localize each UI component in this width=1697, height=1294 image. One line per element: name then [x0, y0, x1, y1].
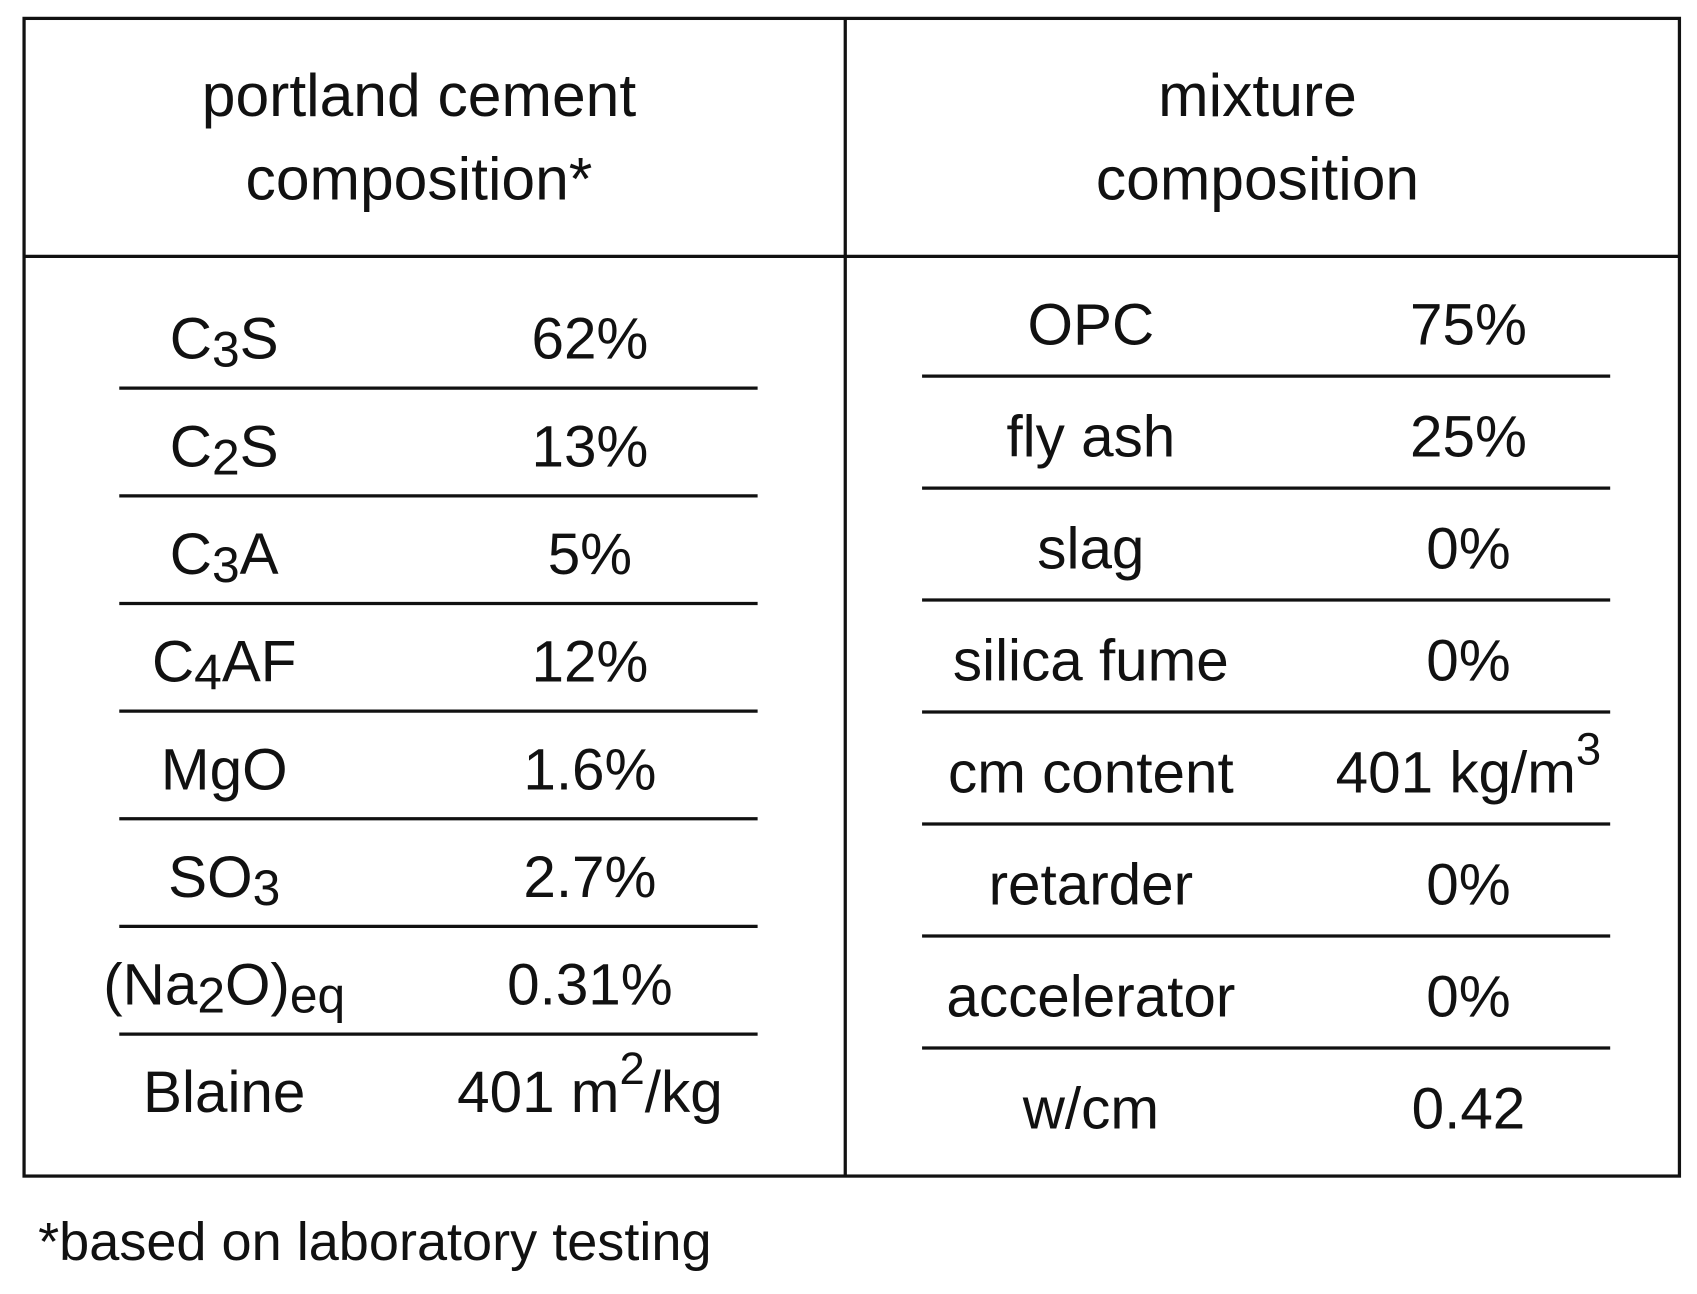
text-run: C [152, 629, 194, 694]
row-label: C3A [170, 521, 279, 592]
column-header: composition [1096, 145, 1419, 213]
text-run: S [240, 306, 279, 371]
text-run: 1.6% [523, 737, 656, 802]
text-run: C [170, 306, 212, 371]
text-run: w/cm [1022, 1076, 1159, 1141]
row-value: 2.7% [523, 844, 656, 909]
text-run: accelerator [946, 964, 1235, 1029]
text-run: Blaine [143, 1060, 305, 1125]
text-run: 25% [1410, 404, 1527, 469]
row-label: SO3 [168, 844, 280, 915]
row-value: 0.31% [507, 952, 673, 1017]
text-run: 0% [1426, 852, 1510, 917]
column-header: portland cement [202, 61, 637, 129]
row-label: C4AF [152, 629, 296, 700]
row-label: accelerator [946, 964, 1235, 1029]
subscript: 2 [212, 429, 240, 485]
text-run: cm content [948, 740, 1234, 805]
row-label: fly ash [1006, 404, 1175, 469]
text-run: 0.42 [1412, 1076, 1526, 1141]
text-run: retarder [989, 852, 1194, 917]
text-run: C [170, 414, 212, 479]
column-header: mixture [1158, 61, 1357, 129]
row-label: silica fume [953, 628, 1229, 693]
row-value: 401 m2/kg [457, 1043, 723, 1125]
text-run: SO [168, 844, 252, 909]
text-run: O) [225, 952, 290, 1017]
row-label: Blaine [143, 1060, 305, 1125]
text-run: OPC [1028, 292, 1155, 357]
subscript: 4 [194, 644, 222, 700]
text-run: fly ash [1006, 404, 1175, 469]
row-label: OPC [1028, 292, 1155, 357]
row-value: 5% [548, 521, 632, 586]
row-label: (Na2O)eq [103, 952, 345, 1023]
row-label: retarder [989, 852, 1194, 917]
row-value: 401 kg/m3 [1336, 723, 1602, 805]
text-run: 2.7% [523, 844, 656, 909]
text-run: silica fume [953, 628, 1229, 693]
subscript: 3 [253, 860, 281, 916]
text-run: 5% [548, 521, 632, 586]
row-label: slag [1037, 516, 1144, 581]
row-value: 1.6% [523, 737, 656, 802]
subscript: 2 [197, 967, 225, 1023]
subscript: 3 [212, 537, 240, 593]
row-value: 0% [1426, 964, 1510, 1029]
row-label: cm content [948, 740, 1234, 805]
row-label: w/cm [1022, 1076, 1159, 1141]
supscript: 3 [1576, 723, 1601, 774]
text-run: 12% [531, 629, 648, 694]
text-run: 401 m [457, 1060, 619, 1125]
text-run: AF [222, 629, 297, 694]
text-run: /kg [645, 1060, 723, 1125]
text-run: (Na [103, 952, 198, 1017]
text-run: 0% [1426, 516, 1510, 581]
row-value: 25% [1410, 404, 1527, 469]
text-run: slag [1037, 516, 1144, 581]
text-run: S [240, 414, 279, 479]
text-run: 62% [531, 306, 648, 371]
row-value: 0% [1426, 516, 1510, 581]
text-run: 0% [1426, 964, 1510, 1029]
text-run: MgO [161, 737, 288, 802]
text-run: 0% [1426, 628, 1510, 693]
row-label: C3S [170, 306, 279, 377]
text-run: C [170, 521, 212, 586]
row-label: MgO [161, 737, 288, 802]
row-value: 75% [1410, 292, 1527, 357]
column-header: composition* [246, 145, 593, 213]
row-value: 0.42 [1412, 1076, 1526, 1141]
subscript: eq [290, 967, 345, 1023]
footnote: *based on laboratory testing [38, 1212, 711, 1272]
row-value: 62% [531, 306, 648, 371]
text-run: 0.31% [507, 952, 673, 1017]
text-run: A [240, 521, 279, 586]
row-label: C2S [170, 414, 279, 485]
row-value: 0% [1426, 852, 1510, 917]
row-value: 13% [531, 414, 648, 479]
row-value: 12% [531, 629, 648, 694]
row-value: 0% [1426, 628, 1510, 693]
subscript: 3 [212, 321, 240, 377]
text-run: 401 kg/m [1336, 740, 1576, 805]
supscript: 2 [619, 1043, 644, 1094]
table-border [22, 16, 1682, 1178]
text-run: 75% [1410, 292, 1527, 357]
text-run: 13% [531, 414, 648, 479]
